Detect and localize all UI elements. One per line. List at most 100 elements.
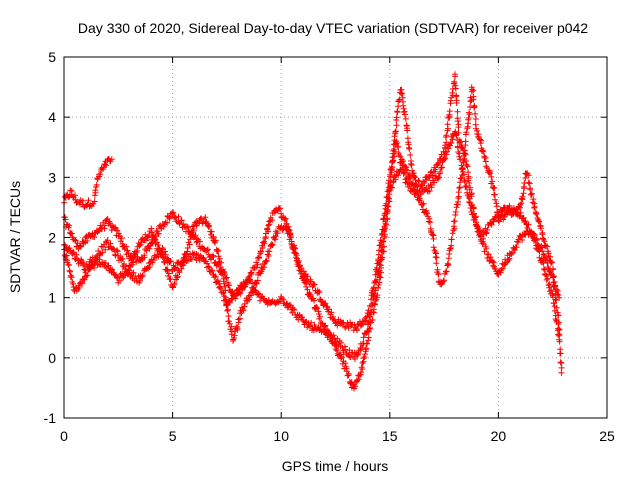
data-point	[432, 166, 439, 173]
data-point	[342, 346, 349, 353]
series-track-d	[61, 84, 565, 392]
data-point	[430, 244, 437, 251]
data-point	[407, 160, 414, 167]
data-point	[169, 210, 176, 217]
data-point	[389, 159, 396, 166]
data-point	[455, 189, 462, 196]
data-point	[269, 242, 276, 248]
data-point	[107, 240, 114, 247]
data-point	[480, 148, 487, 155]
data-point	[403, 164, 410, 171]
data-point	[85, 197, 92, 204]
data-point	[464, 163, 471, 170]
data-point	[491, 184, 498, 191]
data-point	[296, 267, 303, 274]
data-point	[472, 214, 478, 221]
data-point	[83, 272, 90, 279]
data-point	[499, 265, 506, 272]
data-point	[333, 347, 340, 354]
data-point	[264, 225, 271, 232]
data-point	[508, 250, 515, 257]
data-point	[196, 238, 203, 245]
data-point	[183, 258, 190, 265]
data-point	[460, 159, 467, 166]
data-point	[484, 227, 491, 233]
data-point	[166, 215, 173, 222]
data-point	[476, 227, 483, 234]
data-point	[81, 273, 88, 280]
data-point	[525, 221, 532, 228]
data-point	[463, 129, 470, 136]
data-point	[446, 108, 453, 115]
data-point	[272, 233, 279, 240]
data-point	[322, 300, 329, 307]
data-point	[311, 297, 318, 304]
data-point	[538, 255, 545, 262]
data-point	[102, 246, 109, 253]
data-point	[99, 249, 106, 256]
data-point	[491, 191, 498, 198]
data-point	[292, 250, 299, 257]
data-point	[103, 162, 110, 169]
y-tick-label: -1	[44, 410, 57, 426]
data-point	[487, 254, 494, 261]
data-point	[130, 269, 137, 276]
data-point	[377, 274, 384, 281]
data-point	[254, 277, 261, 284]
data-point	[371, 290, 378, 297]
data-point	[396, 96, 403, 103]
data-point	[187, 236, 194, 243]
data-point	[440, 278, 447, 285]
data-point	[274, 230, 281, 237]
data-point	[552, 283, 559, 290]
data-point	[171, 280, 178, 287]
data-point	[259, 245, 266, 251]
data-point	[226, 299, 233, 306]
data-point	[406, 181, 413, 188]
data-point	[180, 262, 187, 269]
data-point	[222, 287, 229, 294]
data-point	[360, 334, 367, 341]
data-point	[205, 263, 212, 270]
data-point	[302, 278, 309, 284]
data-point	[219, 270, 226, 277]
data-point	[125, 250, 132, 257]
data-point	[139, 272, 146, 279]
data-point	[186, 241, 193, 248]
data-point	[459, 172, 466, 179]
data-point	[468, 86, 475, 93]
data-point	[385, 203, 392, 210]
data-point	[529, 231, 536, 238]
data-point	[236, 315, 243, 322]
data-point	[77, 243, 84, 250]
data-point	[218, 259, 225, 266]
data-point	[478, 148, 485, 154]
data-point	[401, 111, 408, 118]
data-point	[462, 151, 469, 158]
data-point	[215, 247, 222, 254]
data-point	[399, 166, 406, 172]
data-point	[381, 233, 388, 240]
data-point	[518, 200, 525, 207]
data-point	[470, 96, 477, 103]
data-point	[179, 261, 186, 268]
data-point	[370, 309, 376, 315]
data-point	[544, 275, 551, 282]
data-point	[443, 268, 450, 275]
data-point	[195, 252, 201, 258]
x-tick-label: 25	[599, 428, 615, 444]
data-point	[443, 132, 450, 139]
y-axis-label: SDTVAR / TECUs	[7, 181, 23, 293]
data-point	[392, 128, 399, 135]
data-point	[404, 127, 411, 134]
data-point	[223, 274, 230, 281]
data-point	[540, 236, 547, 243]
data-point	[363, 346, 370, 353]
data-point	[359, 360, 366, 366]
series-track-c	[61, 128, 563, 362]
data-point	[277, 205, 283, 212]
data-point	[386, 198, 393, 205]
data-point	[557, 359, 564, 366]
data-point	[210, 254, 217, 260]
